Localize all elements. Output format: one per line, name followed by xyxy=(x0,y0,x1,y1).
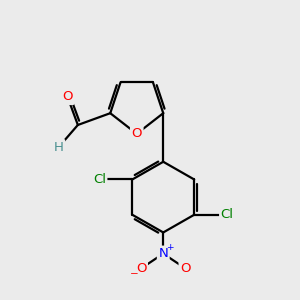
Text: H: H xyxy=(54,141,64,154)
Text: O: O xyxy=(180,262,190,275)
Text: O: O xyxy=(136,262,146,275)
Text: N: N xyxy=(158,247,168,260)
Text: Cl: Cl xyxy=(221,208,234,221)
Text: +: + xyxy=(166,243,173,252)
Text: Cl: Cl xyxy=(93,173,106,186)
Text: −: − xyxy=(130,269,139,279)
Text: O: O xyxy=(131,127,142,140)
Text: O: O xyxy=(62,91,73,103)
